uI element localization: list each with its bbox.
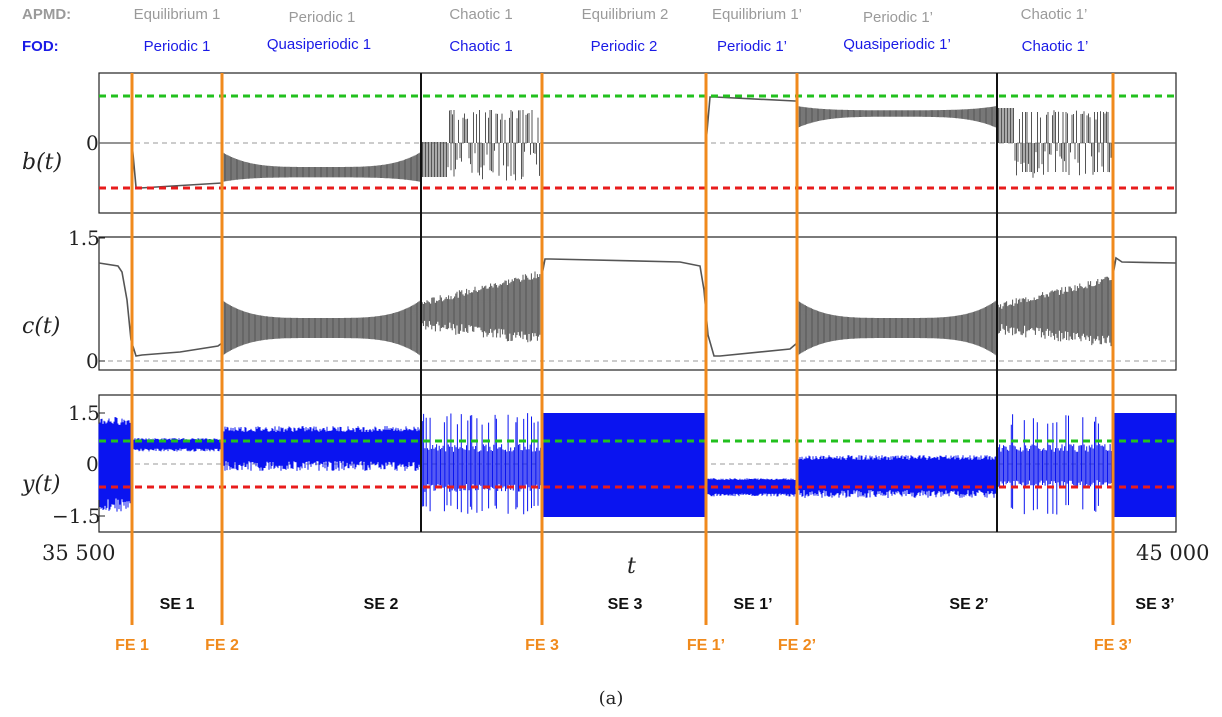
b-periodic1p-line (705, 96, 797, 144)
fe-label-4: FE 1’ (686, 637, 726, 654)
ylabel-b: b(t) (22, 150, 63, 175)
figure-caption: (a) (598, 688, 624, 709)
fe-label-2: FE 2 (205, 637, 239, 654)
c-eq2-line (541, 258, 798, 357)
apmd-state-2: Periodic 1 (288, 9, 356, 26)
apmd-state-4: Equilibrium 2 (581, 6, 669, 23)
c-quasi-band (221, 300, 421, 356)
fod-state-6: Quasiperiodic 1’ (843, 36, 951, 53)
se-label-4: SE 1’ (733, 596, 773, 613)
ylabel-c: c(t) (22, 314, 61, 339)
b-chaotic-band (420, 110, 542, 181)
y-quasi1p-band (796, 455, 998, 498)
c-quasi1p-band (796, 300, 997, 356)
y-final-block (1113, 413, 1176, 517)
fod-state-5: Periodic 1’ (716, 38, 788, 55)
b-periodic-line (131, 142, 223, 189)
se-label-5: SE 2’ (949, 596, 989, 613)
fe-label-3: FE 3 (525, 637, 559, 654)
se-label-3: SE 3 (607, 596, 643, 613)
y-start-band (98, 417, 131, 512)
fe-label-5: FE 2’ (777, 637, 817, 654)
fod-state-4: Periodic 2 (590, 38, 658, 55)
se-label-6: SE 3’ (1135, 596, 1175, 613)
fe-label-6: FE 3’ (1093, 637, 1133, 654)
fe-label-1: FE 1 (115, 637, 149, 654)
xtick-start: 35 500 (42, 541, 116, 565)
b-quasi-band (221, 152, 421, 182)
apmd-state-6: Periodic 1’ (862, 9, 934, 26)
fod-state-3: Chaotic 1 (449, 38, 513, 55)
ytick-c-1.5: 1.5 (68, 226, 100, 250)
ytick-y-0: 0 (86, 452, 99, 476)
ytick-c-0: 0 (86, 349, 99, 373)
panel-frame-2 (98, 236, 1177, 371)
se-label-1: SE 1 (159, 596, 195, 613)
apmd-state-5: Equilibrium 1’ (711, 6, 803, 23)
apmd-state-3: Chaotic 1 (449, 6, 513, 23)
fod-label: FOD: (22, 38, 59, 55)
ytick-y-1.5: 1.5 (68, 401, 100, 425)
c-right-line (1112, 256, 1177, 276)
y-quasi-band (221, 426, 422, 471)
apmd-state-7: Chaotic 1’ (1020, 6, 1088, 23)
xtick-end: 45 000 (1136, 541, 1210, 565)
apmd-state-1: Equilibrium 1 (133, 6, 221, 23)
c-chaotic1p-band (996, 276, 1113, 347)
c-left-line (98, 262, 223, 357)
apmd-label: APMD: (22, 6, 72, 23)
ylabel-y: y(t) (22, 472, 61, 497)
ytick-y-neg1.5: −1.5 (52, 504, 101, 528)
fod-state-1: Periodic 1 (143, 38, 211, 55)
ytick-b-0: 0 (86, 131, 99, 155)
y-periodic2-block (542, 413, 706, 517)
b-quasi1p-band (796, 106, 997, 128)
c-chaotic-band (420, 271, 542, 343)
fod-state-2: Quasiperiodic 1 (266, 36, 372, 53)
fod-state-7: Chaotic 1’ (1021, 38, 1089, 55)
se-label-2: SE 2 (363, 596, 399, 613)
xlabel-t: t (627, 554, 636, 579)
